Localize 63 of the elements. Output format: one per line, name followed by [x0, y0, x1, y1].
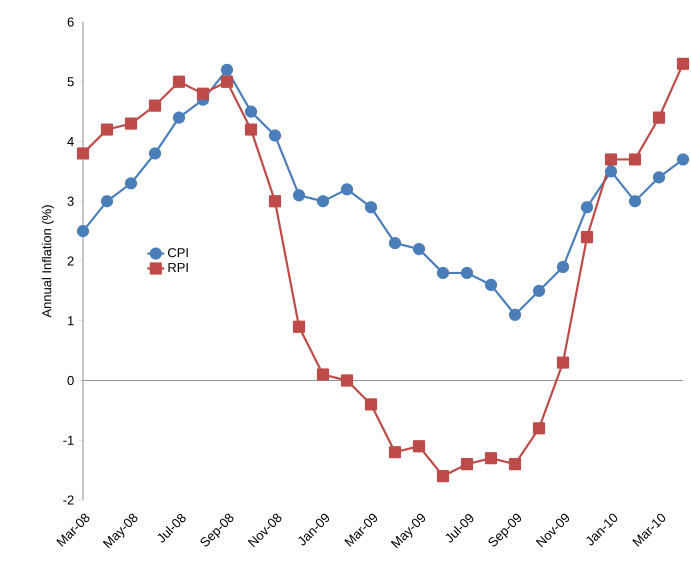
- point: [220, 76, 234, 88]
- point: [388, 236, 402, 250]
- point: [268, 129, 282, 142]
- point: [604, 153, 618, 166]
- point: [436, 470, 450, 482]
- point: [100, 195, 114, 208]
- point: [676, 58, 690, 70]
- point: [292, 320, 306, 333]
- y-tick-label: 4: [67, 137, 74, 146]
- point: [76, 225, 90, 238]
- legend-label: RPI: [168, 263, 188, 272]
- point: [508, 458, 522, 470]
- point: [364, 398, 378, 410]
- point: [316, 368, 330, 381]
- legend-label: CPI: [168, 248, 188, 258]
- point: [652, 171, 666, 184]
- point: [676, 153, 690, 166]
- point: [532, 422, 546, 434]
- point: [484, 452, 498, 464]
- point: [124, 177, 138, 190]
- point: [460, 458, 474, 470]
- point: [628, 153, 642, 166]
- y-tick-label: -1: [63, 436, 74, 445]
- y-tick-label: 1: [68, 316, 74, 326]
- point: [340, 183, 354, 196]
- point: [268, 195, 282, 208]
- point: [388, 446, 402, 458]
- point: [172, 112, 186, 124]
- y-tick-label: 2: [68, 256, 74, 266]
- y-tick-label: 0: [68, 376, 74, 386]
- point: [508, 308, 522, 321]
- point: [556, 356, 570, 369]
- point: [604, 165, 618, 178]
- point: [172, 76, 186, 88]
- y-tick-label: 6: [68, 17, 74, 27]
- y-axis-title: Annual Inflation (%): [42, 205, 54, 318]
- point: [148, 147, 162, 160]
- point: [556, 260, 570, 274]
- point: [292, 189, 306, 202]
- point: [412, 242, 426, 256]
- point: [316, 195, 330, 208]
- point: [340, 374, 354, 387]
- point: [484, 278, 498, 291]
- point: [100, 123, 114, 136]
- point: [244, 106, 258, 118]
- y-tick-label: 5: [68, 77, 74, 86]
- point: [148, 100, 162, 112]
- y-tick-label: -2: [63, 495, 74, 505]
- point: [76, 147, 90, 160]
- point: [244, 123, 258, 136]
- point: [460, 266, 474, 280]
- point: [436, 266, 450, 280]
- point: [196, 88, 210, 100]
- point: [220, 64, 234, 76]
- point: [580, 231, 594, 244]
- point: [412, 440, 426, 452]
- y-tick-label: 3: [68, 196, 74, 206]
- point: [580, 201, 594, 214]
- point: [652, 112, 666, 124]
- point: [532, 284, 546, 297]
- point: [628, 195, 642, 208]
- point: [364, 201, 378, 214]
- point: [124, 117, 138, 130]
